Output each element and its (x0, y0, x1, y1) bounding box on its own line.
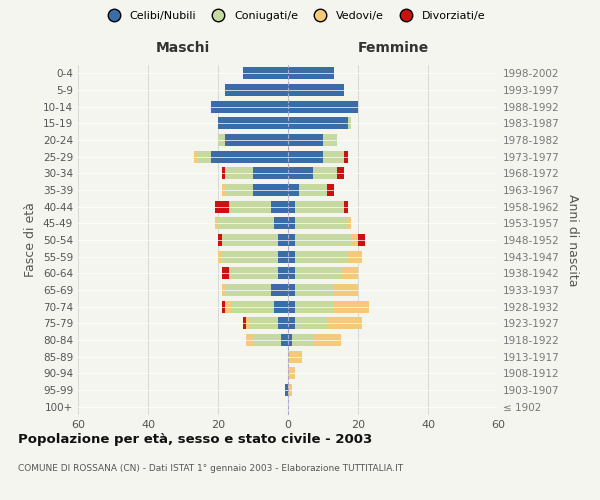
Bar (295, 318, 326, 330)
Bar (288, 134, 323, 146)
Bar (221, 300, 225, 312)
Bar (284, 384, 288, 396)
Bar (253, 168, 288, 179)
Bar (218, 218, 274, 230)
Bar (193, 150, 197, 162)
Bar (326, 184, 334, 196)
Bar (288, 100, 358, 112)
Bar (225, 84, 288, 96)
Bar (215, 218, 218, 230)
Bar (246, 334, 253, 346)
Text: COMUNE DI ROSSANA (CN) - Dati ISTAT 1° gennaio 2003 - Elaborazione TUTTITALIA.IT: COMUNE DI ROSSANA (CN) - Dati ISTAT 1° g… (18, 464, 403, 473)
Y-axis label: Fasce di età: Fasce di età (25, 202, 37, 278)
Bar (218, 134, 225, 146)
Bar (288, 234, 295, 246)
Bar (288, 184, 299, 196)
Bar (344, 200, 347, 212)
Bar (344, 150, 347, 162)
Bar (271, 284, 288, 296)
Text: Maschi: Maschi (156, 41, 210, 55)
Bar (351, 234, 358, 246)
Bar (274, 300, 288, 312)
Bar (326, 318, 361, 330)
Bar (288, 384, 292, 396)
Bar (253, 184, 288, 196)
Bar (288, 84, 344, 96)
Bar (225, 168, 253, 179)
Bar (288, 68, 334, 80)
Bar (337, 168, 344, 179)
Bar (281, 334, 288, 346)
Bar (218, 118, 288, 130)
Bar (323, 150, 344, 162)
Bar (288, 268, 295, 280)
Bar (250, 318, 277, 330)
Bar (358, 234, 365, 246)
Bar (225, 134, 288, 146)
Bar (253, 334, 281, 346)
Bar (313, 168, 337, 179)
Text: Femmine: Femmine (358, 41, 428, 55)
Bar (242, 318, 246, 330)
Legend: Celibi/Nubili, Coniugati/e, Vedovi/e, Divorziati/e: Celibi/Nubili, Coniugati/e, Vedovi/e, Di… (98, 6, 490, 26)
Bar (225, 184, 253, 196)
Bar (232, 300, 274, 312)
Bar (288, 250, 295, 262)
Bar (295, 218, 347, 230)
Bar (221, 284, 225, 296)
Bar (292, 334, 313, 346)
Bar (347, 250, 361, 262)
Bar (221, 250, 277, 262)
Bar (221, 268, 229, 280)
Text: Popolazione per età, sesso e stato civile - 2003: Popolazione per età, sesso e stato civil… (18, 432, 372, 446)
Bar (229, 268, 277, 280)
Bar (341, 268, 358, 280)
Bar (229, 200, 271, 212)
Bar (225, 300, 232, 312)
Bar (271, 200, 288, 212)
Bar (323, 134, 337, 146)
Bar (218, 234, 221, 246)
Bar (288, 368, 295, 380)
Bar (288, 284, 295, 296)
Bar (347, 118, 351, 130)
Bar (334, 300, 368, 312)
Bar (288, 218, 295, 230)
Bar (334, 284, 358, 296)
Bar (197, 150, 211, 162)
Bar (288, 150, 323, 162)
Bar (277, 234, 288, 246)
Bar (295, 300, 334, 312)
Bar (288, 168, 313, 179)
Bar (277, 268, 288, 280)
Bar (211, 100, 288, 112)
Bar (295, 200, 344, 212)
Bar (221, 184, 225, 196)
Bar (288, 350, 302, 362)
Bar (288, 200, 295, 212)
Bar (295, 268, 341, 280)
Bar (299, 184, 326, 196)
Bar (277, 318, 288, 330)
Bar (288, 334, 292, 346)
Bar (277, 250, 288, 262)
Bar (288, 318, 295, 330)
Bar (246, 318, 250, 330)
Bar (274, 218, 288, 230)
Bar (221, 168, 225, 179)
Bar (313, 334, 341, 346)
Bar (225, 284, 271, 296)
Bar (221, 234, 277, 246)
Bar (295, 250, 347, 262)
Bar (347, 218, 351, 230)
Y-axis label: Anni di nascita: Anni di nascita (566, 194, 579, 286)
Bar (211, 150, 288, 162)
Bar (218, 250, 221, 262)
Bar (215, 200, 229, 212)
Bar (242, 68, 288, 80)
Bar (295, 234, 351, 246)
Bar (288, 300, 295, 312)
Bar (288, 118, 347, 130)
Bar (295, 284, 334, 296)
